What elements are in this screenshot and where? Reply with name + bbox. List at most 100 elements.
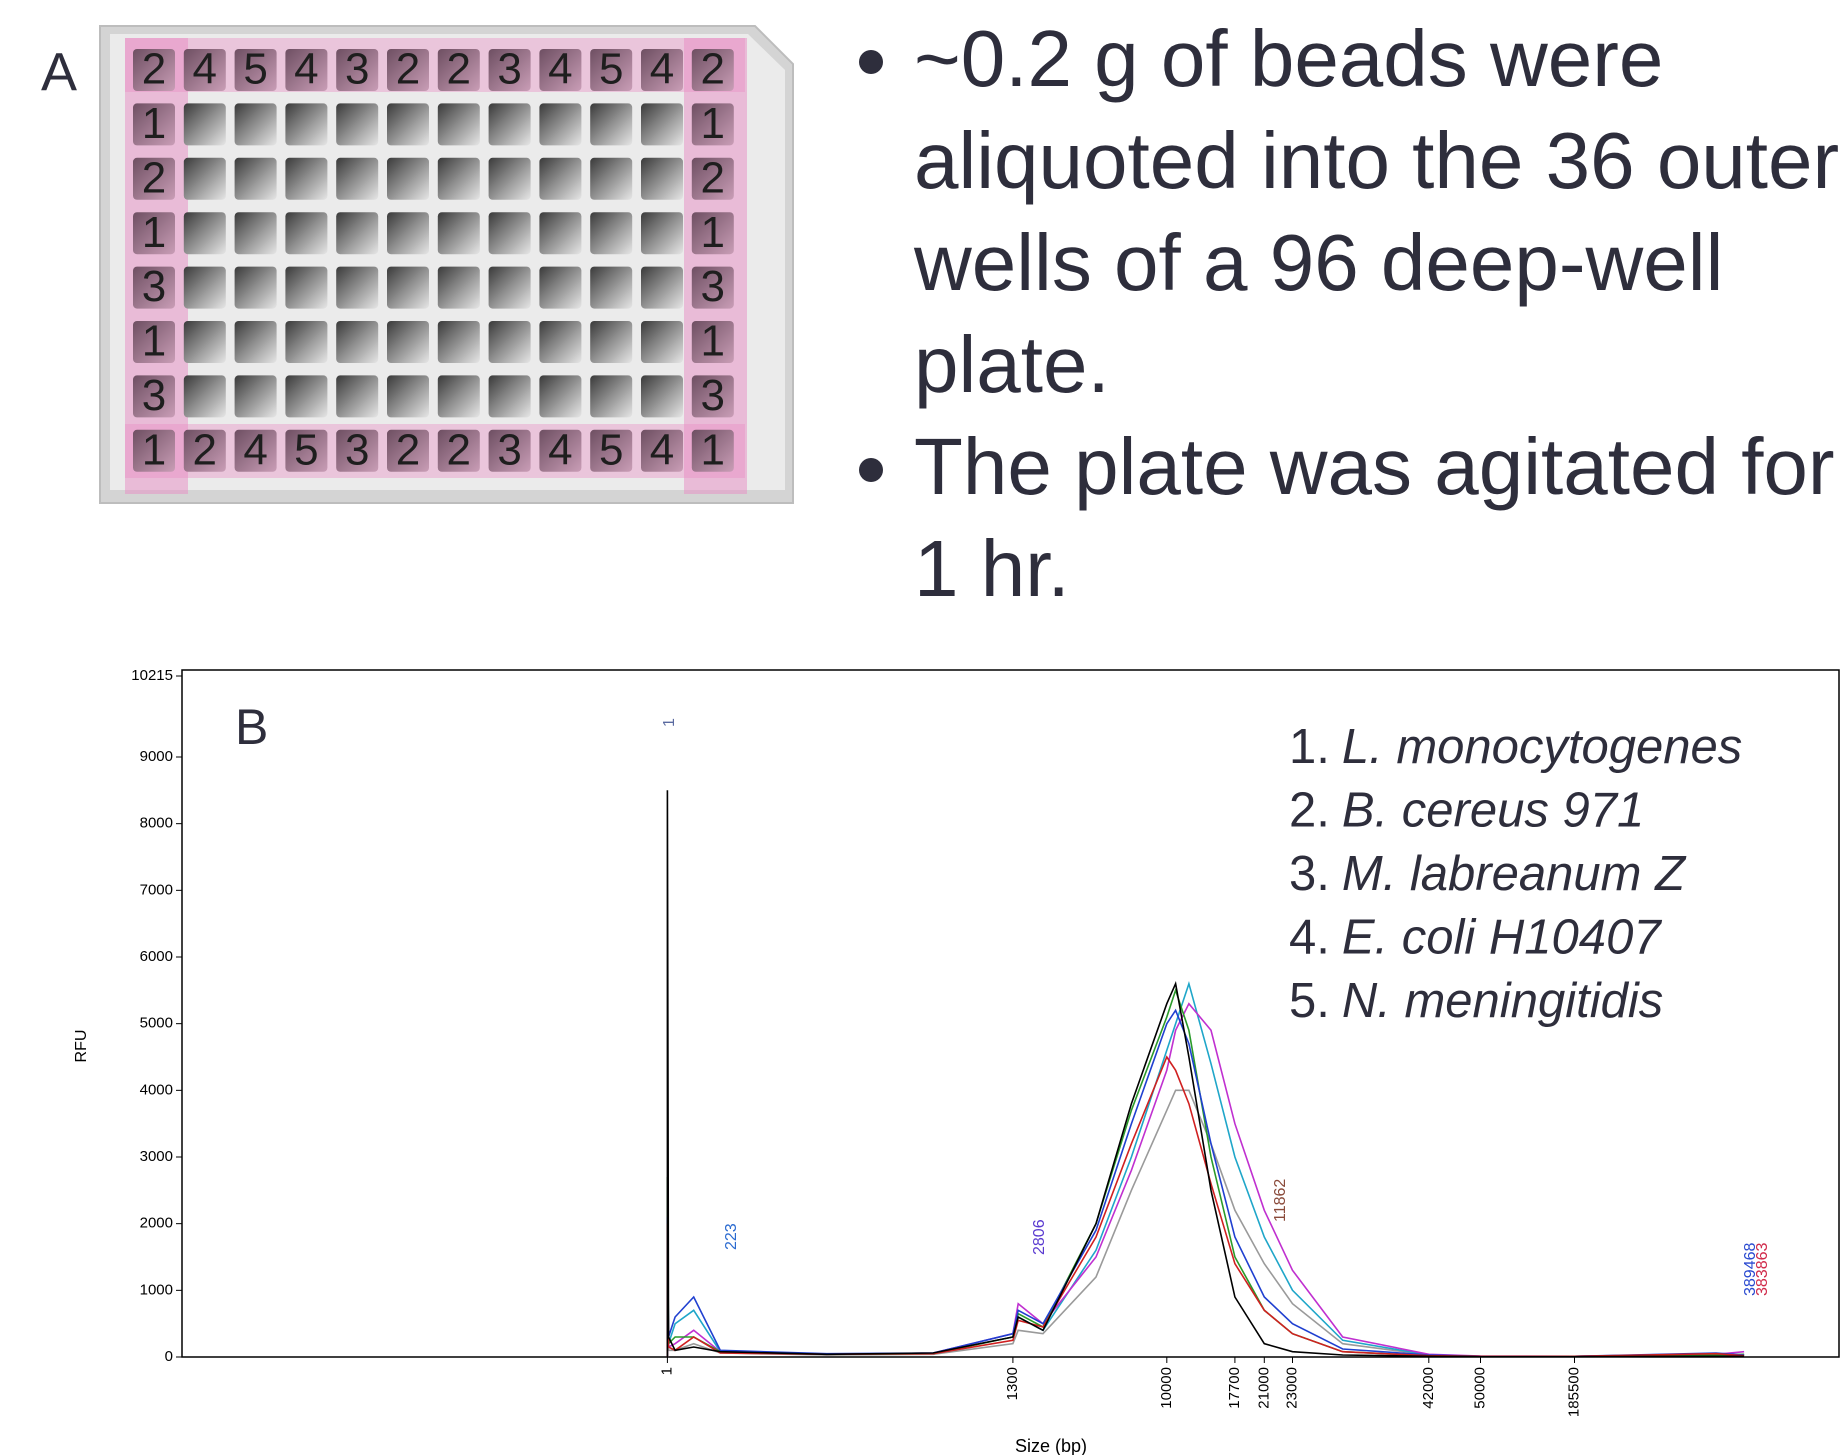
legend-number: 1. [1289,720,1330,774]
bullet-text: The plate was agitated for 1 hr. [914,422,1835,613]
legend-item: 2. B. cereus 971 [1289,783,1644,837]
well-label: 3 [142,262,166,311]
trace [666,1008,1745,1358]
outer-well [133,375,175,418]
outer-well [691,103,734,146]
inner-well [590,266,633,309]
x-tick-label: 50000 [1471,1367,1488,1409]
y-tick-label: 2000 [140,1215,173,1232]
well-label: 1 [701,425,725,474]
peak-label: 11862 [1272,1179,1289,1222]
y-tick-label: 4000 [140,1081,173,1098]
bullet: ~0.2 g of beads were aliquoted into the … [914,8,1843,416]
well-label: 2 [142,45,166,94]
outer-well [691,375,734,418]
outer-well [539,429,582,472]
outer-well [234,49,277,91]
inner-well [183,321,226,363]
legend-item: 3. M. labreanum Z [1289,847,1687,901]
outer-well [691,49,734,91]
inner-well [387,266,429,309]
outer-well [133,212,175,255]
inner-well [336,157,379,200]
well-label: 5 [294,425,318,474]
y-tick-label: 6000 [140,948,173,965]
y-tick-label: 9000 [140,748,173,765]
inner-well [234,375,277,418]
inner-well [336,375,379,418]
y-tick-label: 3000 [140,1148,173,1165]
outer-well [387,49,429,91]
peak-label: 223 [723,1223,740,1250]
inner-well [539,212,582,255]
outer-well [285,49,328,91]
well-label: 3 [497,425,521,474]
inner-well [183,266,226,309]
legend-number: 2. [1289,783,1330,837]
inner-well [488,321,531,363]
legend-number: 5. [1289,974,1330,1028]
inner-well [285,157,328,200]
inner-well [590,375,633,418]
well-label: 3 [345,425,369,474]
trace [666,790,1745,1358]
inner-well [387,212,429,255]
peak-label: 383863 [1754,1243,1771,1296]
x-tick-label: 17700 [1226,1367,1243,1409]
y-tick-label: 0 [165,1348,173,1365]
inner-well [285,321,328,363]
x-tick-label: 10000 [1158,1367,1175,1409]
outer-well [336,429,379,472]
y-tick-label: 8000 [140,815,173,832]
inner-well [488,103,531,146]
outer-well [590,49,633,91]
x-tick-label: 1300 [1004,1367,1021,1400]
y-tick-label: 7000 [140,881,173,898]
inner-well [590,212,633,255]
well-label: 2 [447,45,471,94]
panel-label: A [41,42,77,102]
inner-well [590,321,633,363]
legend-name: E. coli H10407 [1342,910,1662,964]
bullet-text: ~0.2 g of beads were aliquoted into the … [914,14,1840,409]
outer-well [691,157,734,200]
inner-well [336,212,379,255]
legend-item: 1. L. monocytogenes [1289,720,1742,774]
inner-well [234,212,277,255]
x-tick-label: 21000 [1255,1367,1272,1409]
outer-well [691,321,734,363]
inner-well [488,266,531,309]
well-label: 1 [142,99,166,148]
x-tick-label: 23000 [1283,1367,1300,1409]
outer-well [641,429,683,472]
outer-well [336,49,379,91]
inner-well [234,157,277,200]
well-label: 4 [294,45,318,94]
inner-well [234,266,277,309]
inner-well [285,212,328,255]
trace [666,980,1745,1358]
inner-well [437,212,480,255]
outer-well [437,429,480,472]
x-tick-label: 42000 [1420,1367,1437,1409]
inner-well [641,212,683,255]
outer-well [691,266,734,309]
well-label: 1 [701,317,725,366]
well-label: 5 [243,45,267,94]
inner-well [387,103,429,146]
well-label: 3 [701,371,725,420]
inner-well [183,212,226,255]
well-label: 5 [599,45,623,94]
inner-well [437,157,480,200]
well-label: 3 [701,262,725,311]
legend-name: B. cereus 971 [1342,783,1644,837]
inner-well [641,375,683,418]
well-label: 4 [243,425,267,474]
inner-well [234,103,277,146]
well-label: 4 [548,45,572,94]
well-label: 4 [548,425,572,474]
inner-well [183,157,226,200]
outer-well [285,429,328,472]
